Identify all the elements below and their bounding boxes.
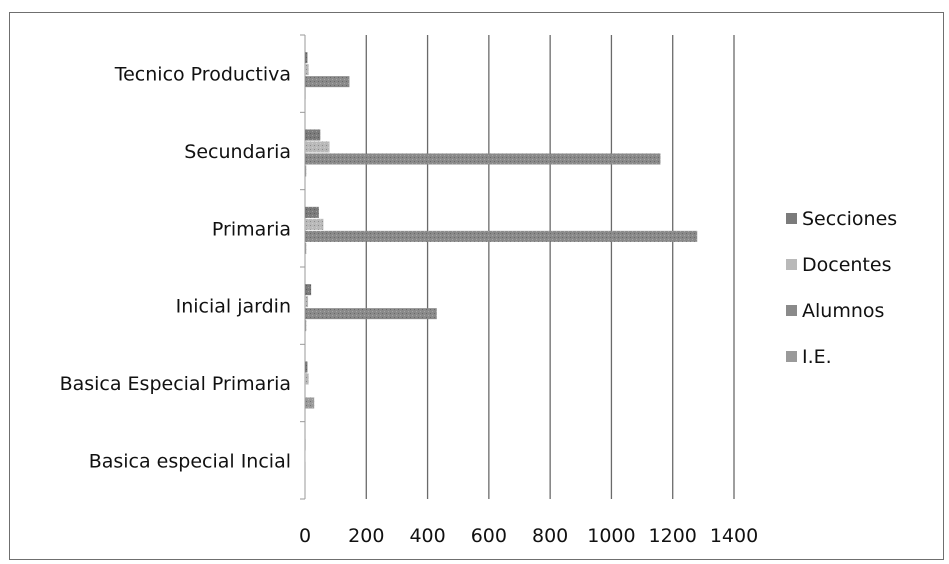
bars [305, 52, 698, 486]
bar-texture [305, 129, 321, 141]
bar-texture [305, 230, 698, 242]
bar-texture [305, 206, 319, 218]
category-axis [300, 34, 306, 500]
legend-swatch [786, 305, 797, 316]
category-label: Tecnico Productiva [114, 64, 291, 86]
x-tick-labels: 0 200 400 600 800 1000 1200 1400 [299, 525, 758, 547]
legend-label: Alumnos [802, 300, 884, 322]
legend: Secciones Docentes Alumnos I.E. [786, 208, 897, 368]
x-tick-label: 200 [348, 525, 384, 547]
bar-texture [305, 373, 309, 385]
legend-label: Docentes [802, 254, 891, 276]
bar-texture [305, 218, 324, 230]
legend-label: Secciones [802, 208, 897, 230]
x-tick-label: 1200 [649, 525, 697, 547]
gridlines [365, 35, 735, 499]
bar-texture [305, 153, 661, 165]
bar-texture [305, 76, 350, 88]
legend-label: I.E. [802, 346, 832, 368]
bar-texture [305, 320, 307, 332]
bar-texture [305, 361, 308, 373]
bar-texture [305, 284, 312, 296]
bar-texture [305, 308, 437, 320]
chart-frame: Basica especial Incial Basica Especial Pr… [9, 12, 944, 560]
bar-texture [305, 242, 307, 254]
x-tick-label: 600 [471, 525, 507, 547]
legend-swatch [786, 351, 797, 362]
x-tick-label: 0 [299, 525, 311, 547]
bar-texture [305, 88, 306, 100]
legend-swatch [786, 213, 797, 224]
bar-texture [305, 165, 307, 177]
x-tick-label: 400 [409, 525, 445, 547]
bar-texture [305, 296, 309, 308]
x-tick-label: 800 [532, 525, 568, 547]
category-label: Primaria [212, 218, 291, 240]
bar-texture [305, 64, 309, 76]
legend-swatch [786, 259, 797, 270]
category-label: Inicial jardin [176, 296, 291, 318]
bar-chart: Basica especial Incial Basica Especial Pr… [60, 34, 897, 547]
x-tick-label: 1400 [710, 525, 758, 547]
category-labels: Basica especial Incial Basica Especial Pr… [60, 64, 291, 473]
x-tick-label: 1000 [587, 525, 635, 547]
category-label: Basica especial Incial [89, 450, 291, 472]
category-label: Secundaria [184, 141, 291, 163]
bar-texture [305, 52, 308, 64]
bar-texture [305, 141, 330, 153]
bar-texture [305, 397, 315, 409]
category-label: Basica Especial Primaria [60, 373, 291, 395]
